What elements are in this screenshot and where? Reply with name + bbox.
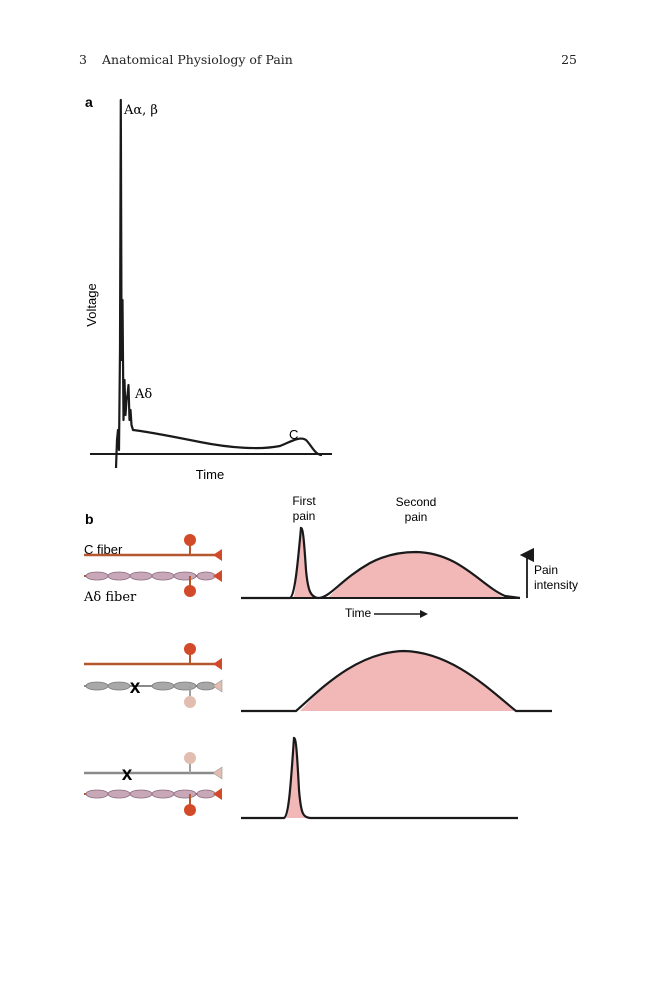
panel-b: b C fiber Aδ fiber [83,494,578,820]
c-fiber-label: C fiber [84,542,123,557]
pain-intensity-label-line1: Pain [534,563,558,577]
time-axis-label: Time [196,467,224,482]
voltage-axis-label: Voltage [84,283,99,326]
chapter-title: Anatomical Physiology of Pain [102,52,293,67]
a-alpha-beta-peak-label: Aα, β [123,103,158,118]
c-fiber-node [184,534,196,546]
first-pain-label-line2: pain [293,509,316,523]
pain-curve-a-delta-blocked [241,649,552,713]
c-fiber-axon-row3-blocked: x [84,752,223,785]
a-delta-fiber-label: Aδ fiber [83,590,137,605]
chapter-number: 3 [79,52,87,67]
block-x-mark-c-fiber: x [122,764,133,785]
a-delta-fiber-node [184,585,196,597]
page-number: 25 [561,52,577,67]
row-c-fiber-blocked: x [84,736,518,820]
a-delta-fiber-axon [84,570,222,597]
pain-curve-both [241,526,521,600]
page-header: 3 Anatomical Physiology of Pain 25 [0,52,659,72]
c-fiber-axon-row2 [84,643,222,670]
block-x-mark-a-delta: x [130,677,141,698]
a-delta-fiber-axon-row2-blocked: x [84,677,223,708]
first-pain-label-line1: First [292,494,316,508]
time-label: Time [345,606,372,620]
a-delta-fiber-axon-row3 [84,788,222,816]
second-pain-label-line2: pain [405,510,428,524]
panel-a-label: a [85,94,93,110]
compound-action-potential-trace [114,98,323,469]
panel-a: a Voltage Time Aα, β Aδ C [84,94,332,482]
row-both-intact: C fiber Aδ fiber [83,494,578,620]
pain-curve-c-fiber-blocked [241,736,518,820]
c-peak-label: C [289,427,298,442]
a-delta-peak-label: Aδ [134,387,152,402]
a-delta-fiber-terminal [213,570,222,582]
pain-intensity-label-line2: intensity [534,578,578,592]
c-fiber-terminal [213,549,222,561]
row-a-delta-blocked: x [84,643,552,713]
c-fiber-axon [84,534,222,561]
second-pain-label-line1: Second [396,495,437,509]
panel-b-label: b [85,511,94,527]
